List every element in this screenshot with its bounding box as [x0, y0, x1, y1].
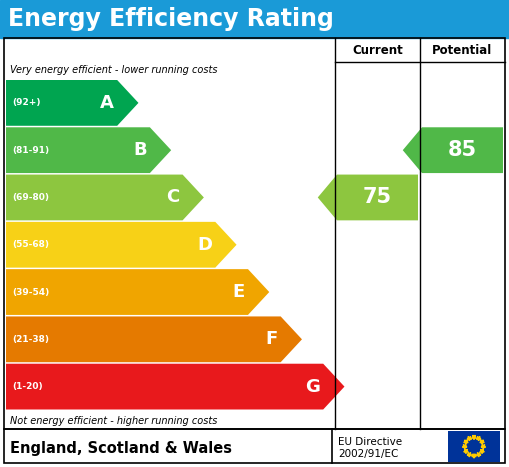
Polygon shape [481, 445, 486, 449]
Polygon shape [318, 175, 418, 220]
Text: Energy Efficiency Rating: Energy Efficiency Rating [8, 7, 334, 31]
Text: (92+): (92+) [12, 99, 41, 107]
Text: G: G [305, 378, 320, 396]
Text: 85: 85 [448, 140, 477, 160]
Text: (21-38): (21-38) [12, 335, 49, 344]
Text: B: B [133, 141, 147, 159]
Text: Current: Current [352, 43, 403, 57]
Text: England, Scotland & Wales: England, Scotland & Wales [10, 440, 232, 455]
Text: C: C [166, 189, 180, 206]
Polygon shape [467, 437, 471, 441]
Text: (39-54): (39-54) [12, 288, 49, 297]
Polygon shape [6, 175, 204, 220]
Bar [4, 38, 505, 429]
Text: (1-20): (1-20) [12, 382, 43, 391]
Text: Not energy efficient - higher running costs: Not energy efficient - higher running co… [10, 416, 217, 426]
Text: E: E [233, 283, 245, 301]
Text: A: A [100, 94, 114, 112]
Polygon shape [464, 449, 468, 453]
Text: Potential: Potential [432, 43, 493, 57]
Polygon shape [463, 445, 467, 449]
Polygon shape [464, 440, 468, 444]
Polygon shape [6, 80, 138, 126]
Polygon shape [467, 453, 471, 457]
Polygon shape [472, 435, 476, 439]
Bar [448, 431, 500, 462]
Bar [0, 0, 509, 38]
Polygon shape [6, 127, 171, 173]
Polygon shape [480, 440, 484, 444]
Polygon shape [476, 437, 481, 441]
Text: (81-91): (81-91) [12, 146, 49, 155]
Polygon shape [403, 127, 503, 173]
Polygon shape [472, 454, 476, 458]
Text: 75: 75 [363, 187, 392, 207]
Text: F: F [265, 330, 278, 348]
Polygon shape [480, 449, 484, 453]
Polygon shape [6, 364, 345, 410]
Text: (69-80): (69-80) [12, 193, 49, 202]
Text: D: D [197, 236, 212, 254]
Text: EU Directive
2002/91/EC: EU Directive 2002/91/EC [338, 437, 402, 459]
Bar [5, 39, 504, 428]
Polygon shape [6, 222, 237, 268]
Text: (55-68): (55-68) [12, 240, 49, 249]
Polygon shape [6, 317, 302, 362]
Polygon shape [476, 453, 481, 457]
Text: Very energy efficient - lower running costs: Very energy efficient - lower running co… [10, 65, 217, 75]
Bar [4, 429, 505, 463]
Polygon shape [6, 269, 269, 315]
